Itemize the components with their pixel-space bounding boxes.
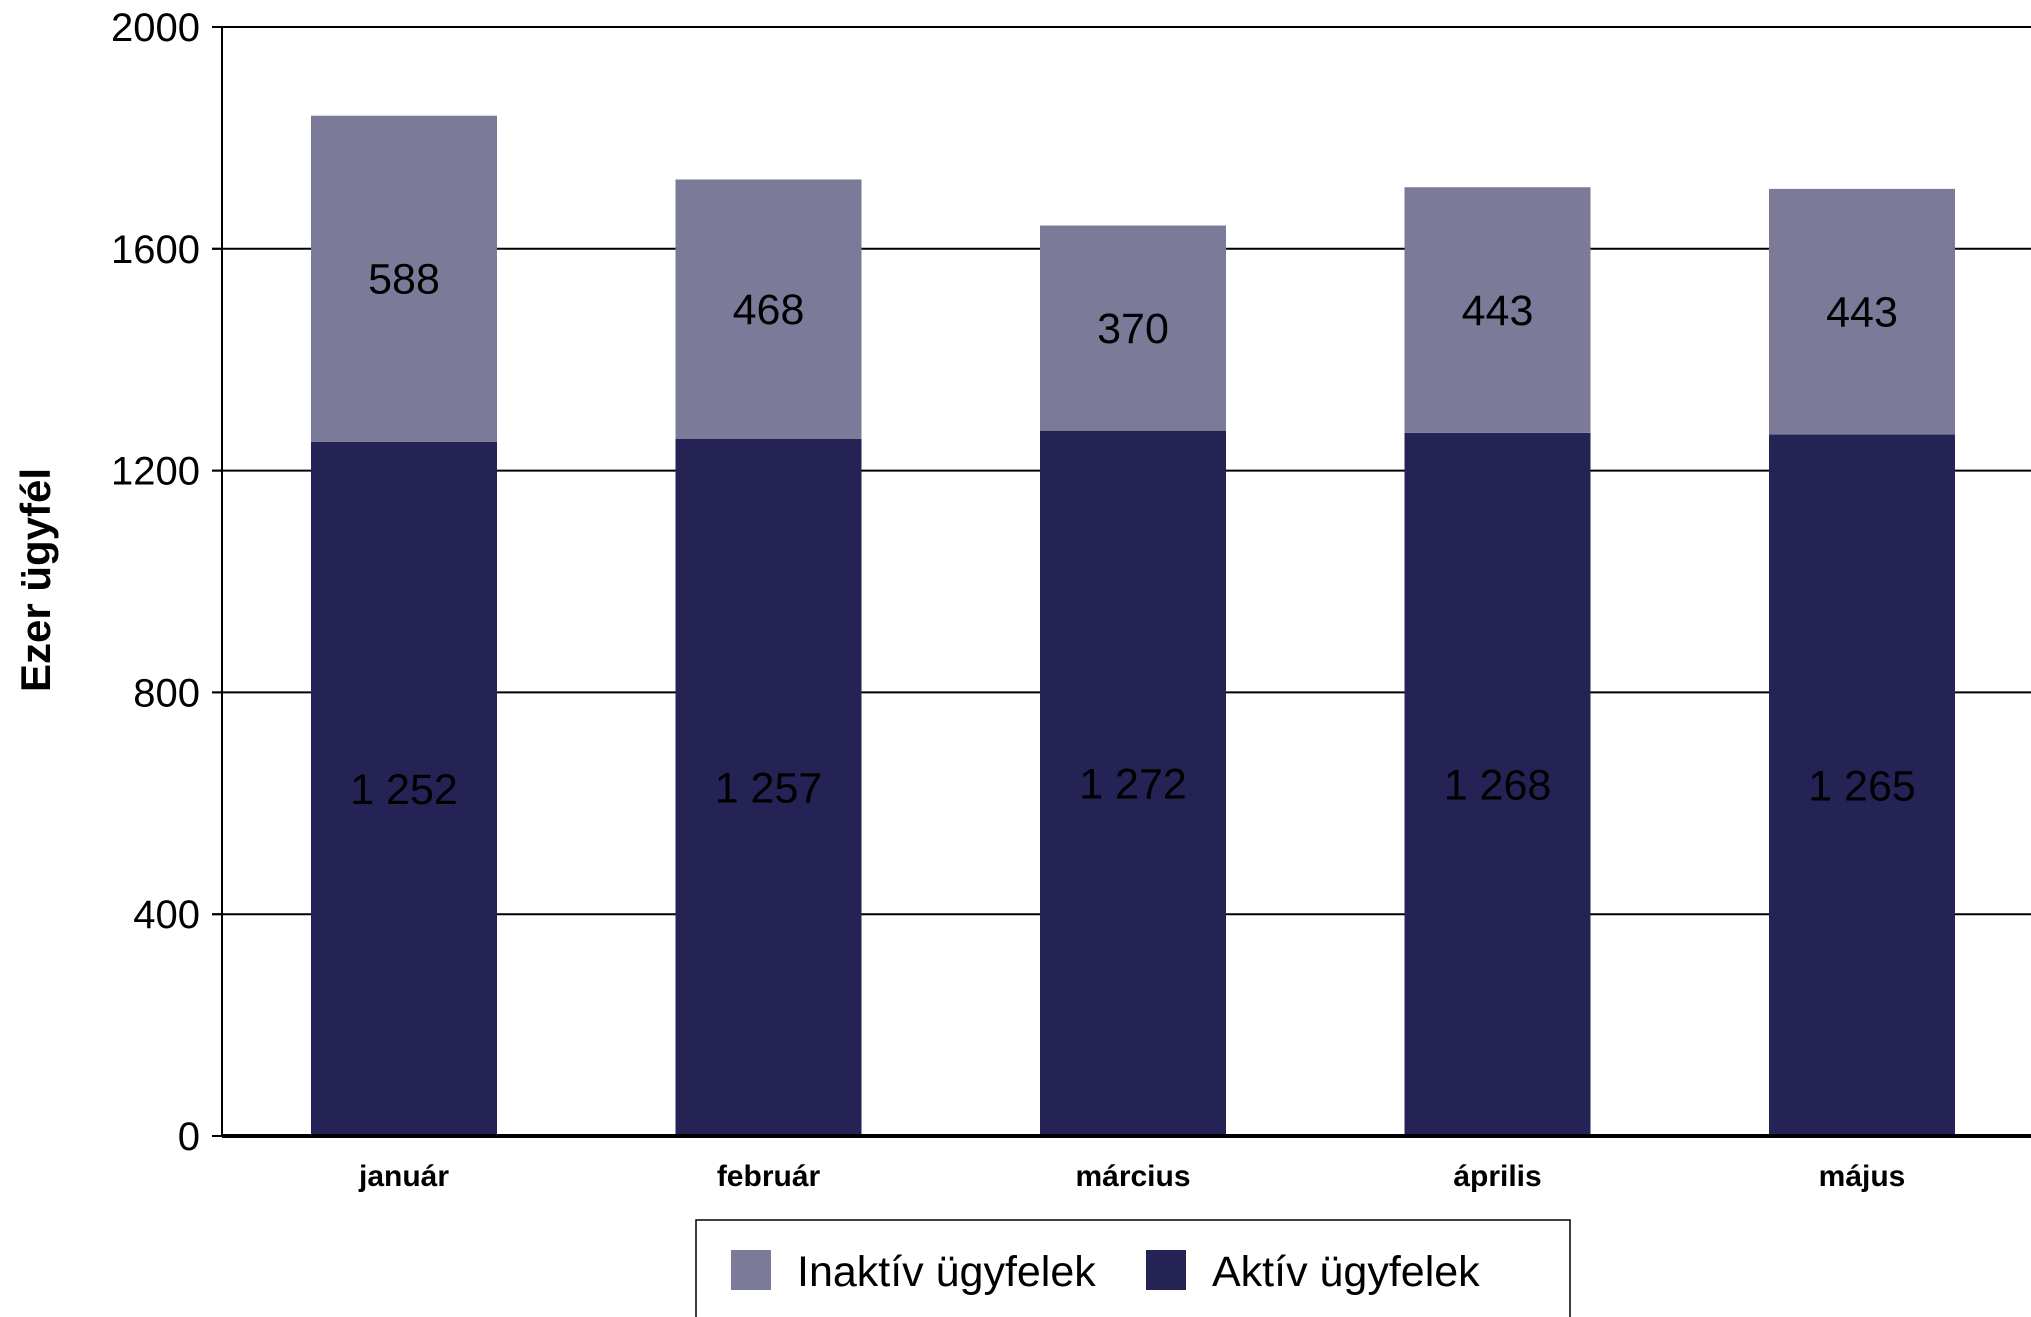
x-category-label-2: március xyxy=(1075,1160,1190,1193)
legend-label-active: Aktív ügyfelek xyxy=(1212,1248,1480,1296)
y-tick-label-1200: 1200 xyxy=(111,450,200,494)
legend-label-inactive: Inaktív ügyfelek xyxy=(797,1248,1096,1296)
x-category-label-4: május xyxy=(1819,1160,1906,1193)
data-label-inactive-2: 370 xyxy=(1097,305,1169,353)
data-label-active-1: 1 257 xyxy=(715,764,823,812)
data-label-inactive-4: 443 xyxy=(1826,289,1898,337)
legend-swatch-active xyxy=(1146,1250,1186,1290)
bars xyxy=(311,115,1955,1136)
bar-inactive-3 xyxy=(1404,187,1591,433)
data-labels: 1 252 588 1 257 468 1 272 370 1 268 443 1 265 443 xyxy=(350,256,1916,814)
y-axis-label: Ezer ügyfél xyxy=(12,468,59,692)
x-category-labels: január február március április május xyxy=(358,1160,1905,1193)
y-tick-label-2000: 2000 xyxy=(111,6,200,50)
y-tick-label-800: 800 xyxy=(133,671,200,715)
bar-inactive-2 xyxy=(1040,225,1226,431)
data-label-active-2: 1 272 xyxy=(1079,760,1187,808)
data-label-active-3: 1 268 xyxy=(1444,761,1552,809)
bar-active-4 xyxy=(1769,434,1955,1136)
bar-active-1 xyxy=(675,438,862,1136)
y-tick-labels: 0 400 800 1200 1600 2000 xyxy=(111,6,200,1159)
bar-active-0 xyxy=(311,441,497,1136)
x-category-label-3: április xyxy=(1453,1160,1541,1193)
y-tick-label-400: 400 xyxy=(133,893,200,937)
y-tick-label-0: 0 xyxy=(178,1115,200,1159)
bar-inactive-4 xyxy=(1769,188,1955,435)
legend: Inaktív ügyfelek Aktív ügyfelek xyxy=(695,1219,1571,1317)
data-label-inactive-0: 588 xyxy=(368,256,440,304)
x-category-label-0: január xyxy=(358,1160,449,1193)
data-label-inactive-1: 468 xyxy=(733,286,805,334)
data-label-inactive-3: 443 xyxy=(1462,287,1534,335)
bar-active-3 xyxy=(1404,432,1591,1136)
x-category-label-1: február xyxy=(717,1160,821,1193)
bar-inactive-0 xyxy=(311,115,497,442)
data-label-active-0: 1 252 xyxy=(350,766,458,814)
legend-swatch-inactive xyxy=(731,1250,771,1290)
data-label-active-4: 1 265 xyxy=(1808,762,1916,810)
axes xyxy=(212,26,2031,1138)
y-tick-label-1600: 1600 xyxy=(111,228,200,272)
legend-box xyxy=(695,1219,1571,1317)
bar-active-2 xyxy=(1040,430,1226,1136)
bar-inactive-1 xyxy=(675,179,862,439)
